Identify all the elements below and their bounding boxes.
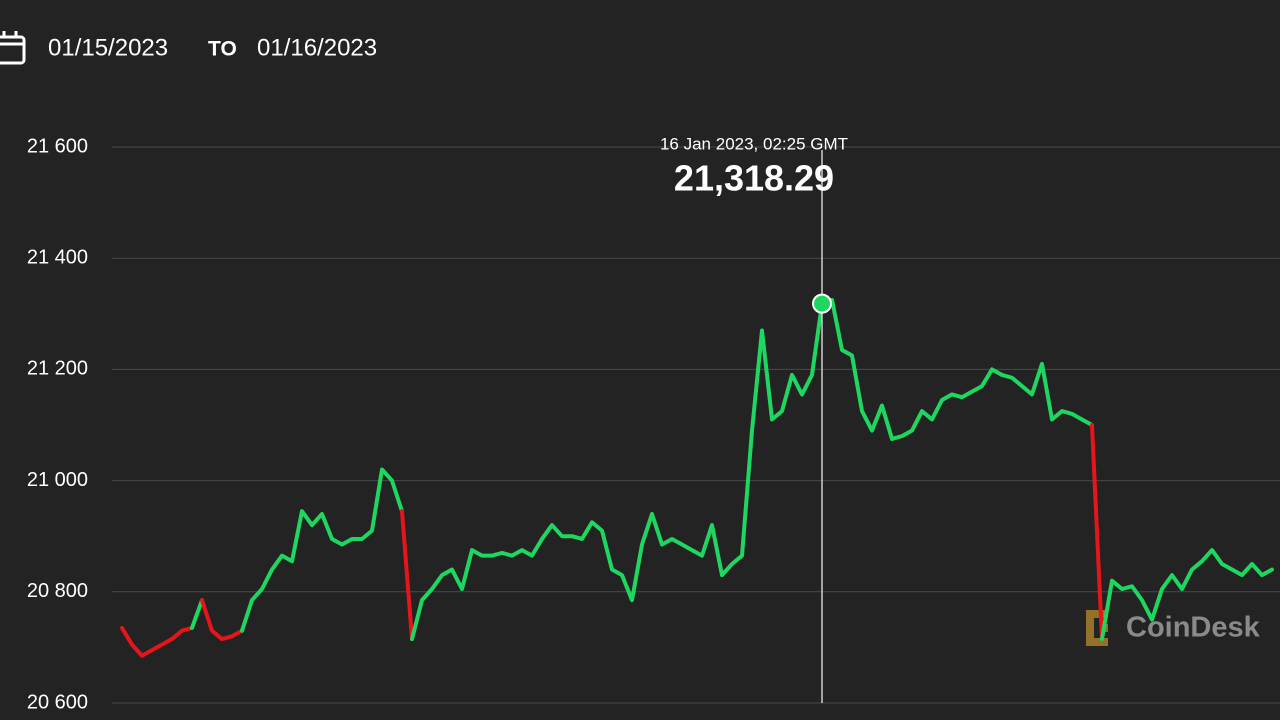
y-tick-label: 20 600 — [27, 691, 88, 713]
price-line — [400, 509, 414, 642]
y-tick-label: 21 000 — [27, 469, 88, 491]
price-line — [1090, 423, 1104, 642]
price-line — [200, 598, 244, 642]
y-tick-label: 20 800 — [27, 580, 88, 602]
price-line — [1100, 548, 1274, 642]
calendar-icon — [0, 31, 26, 65]
date-to[interactable]: 01/16/2023 — [257, 34, 377, 61]
date-separator: TO — [208, 38, 237, 61]
price-line — [120, 625, 194, 658]
price-line — [190, 598, 204, 630]
date-from[interactable]: 01/15/2023 — [48, 34, 168, 61]
watermark: CoinDesk — [1126, 612, 1261, 644]
price-line — [410, 297, 1094, 642]
price-line — [240, 467, 404, 633]
y-tick-label: 21 600 — [27, 135, 88, 157]
hover-point — [812, 293, 832, 314]
tooltip-title: 16 Jan 2023, 02:25 GMT — [660, 134, 848, 153]
tooltip-value: 21,318.29 — [674, 158, 834, 199]
y-tick-label: 21 400 — [27, 246, 88, 268]
y-tick-label: 21 200 — [27, 358, 88, 380]
